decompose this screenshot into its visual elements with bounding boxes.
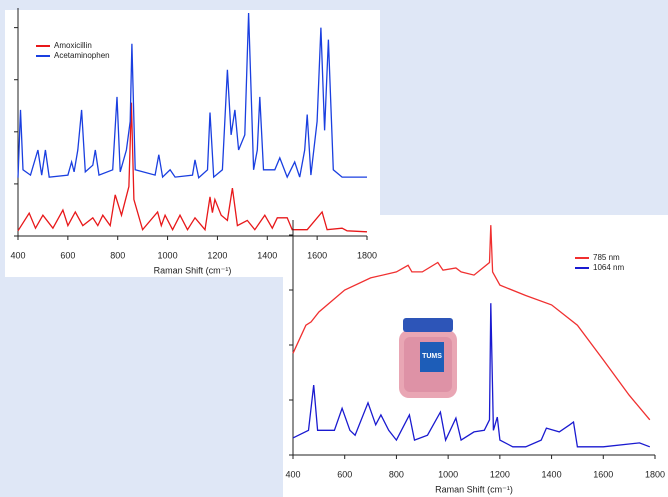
panel [283,215,668,497]
x-tick-label: 1000 [438,469,458,479]
x-tick-label: 1800 [645,469,665,479]
legend-label: 1064 nm [593,263,624,272]
x-tick-label: 600 [60,250,75,260]
series-line [292,303,651,448]
x-tick-label: 1600 [593,469,613,479]
x-axis-label: Raman Shift (cm⁻¹) [435,484,513,494]
product-photo: TUMS [399,318,457,398]
x-axis-label: Raman Shift (cm⁻¹) [154,265,232,275]
x-tick-label: 600 [337,469,352,479]
x-tick-label: 1800 [357,250,377,260]
x-tick-label: 1400 [257,250,277,260]
series-line [17,102,368,233]
series-line [292,225,651,421]
x-tick-label: 400 [285,469,300,479]
x-tick-label: 800 [110,250,125,260]
legend-label: Amoxicillin [54,41,92,50]
x-tick-label: 1000 [158,250,178,260]
x-tick-label: 1600 [307,250,327,260]
x-tick-label: 1200 [490,469,510,479]
legend-label: 785 nm [593,253,620,262]
legend-label: Acetaminophen [54,51,110,60]
product-label: TUMS [422,353,442,360]
x-tick-label: 1200 [207,250,227,260]
series-line [17,12,367,179]
x-tick-label: 800 [389,469,404,479]
x-tick-label: 1400 [542,469,562,479]
x-tick-label: 400 [10,250,25,260]
